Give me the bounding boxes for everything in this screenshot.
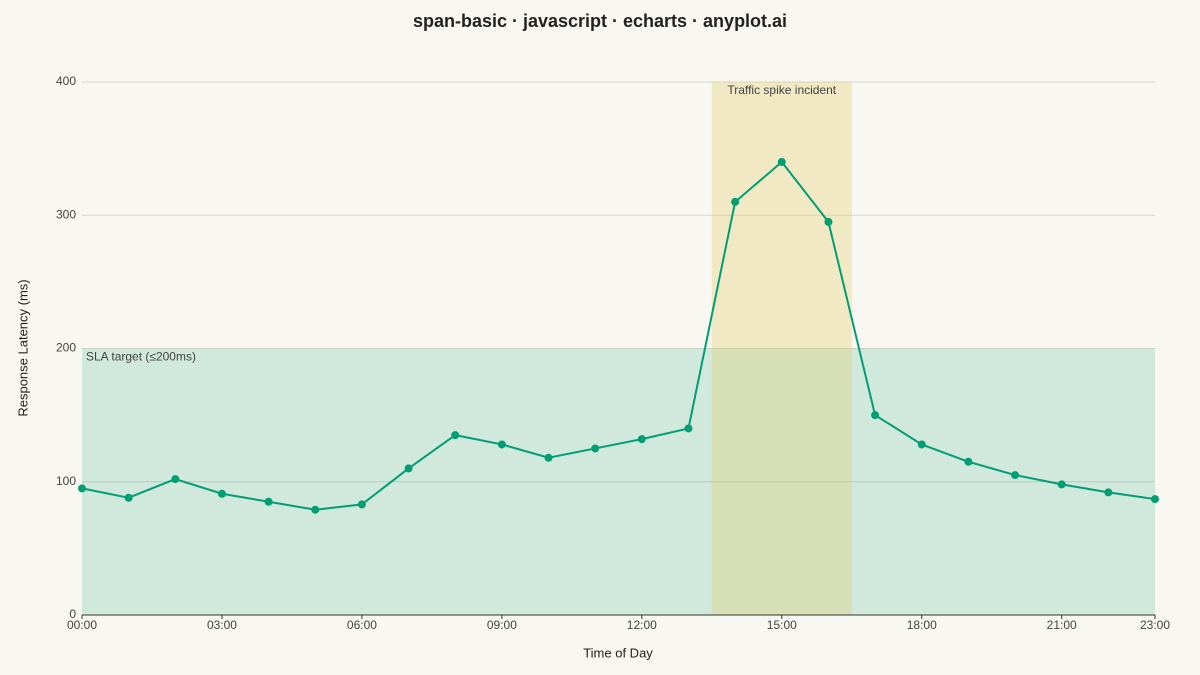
x-tick-label: 09:00	[487, 618, 517, 632]
data-point	[78, 484, 86, 493]
data-point	[1104, 488, 1113, 497]
data-point	[217, 489, 226, 498]
x-tick-label: 06:00	[347, 618, 377, 632]
data-point	[871, 411, 880, 420]
span-band	[711, 82, 852, 615]
x-tick-label: 03:00	[207, 618, 237, 632]
data-point	[777, 157, 786, 166]
data-point	[1151, 495, 1159, 504]
data-point	[637, 435, 646, 444]
series-line	[81, 160, 1156, 511]
x-axis-label: Time of Day	[583, 645, 653, 660]
y-tick-label: 100	[56, 474, 76, 488]
x-tick-label: 23:00	[1140, 618, 1170, 632]
span-label: SLA target (≤200ms)	[86, 350, 196, 364]
data-point	[171, 475, 180, 484]
data-point	[684, 424, 693, 433]
data-point	[731, 197, 740, 206]
data-point	[544, 453, 553, 462]
data-point	[451, 431, 460, 440]
y-tick-label: 300	[56, 207, 76, 221]
x-tick-label: 21:00	[1047, 618, 1077, 632]
x-tick-label: 00:00	[67, 618, 97, 632]
x-tick-label: 12:00	[627, 618, 657, 632]
data-point	[404, 464, 413, 473]
span-label: Traffic spike incident	[727, 83, 836, 97]
data-point	[311, 505, 320, 514]
chart-title: span-basic · javascript · echarts · anyp…	[413, 11, 787, 31]
y-tick-label: 200	[56, 341, 76, 355]
data-point	[917, 440, 926, 449]
y-tick-label: 400	[56, 74, 76, 88]
y-axis-label: Response Latency (ms)	[15, 279, 30, 416]
data-point	[964, 457, 973, 466]
data-point	[1057, 480, 1066, 489]
data-point	[497, 440, 506, 449]
data-point	[264, 497, 273, 506]
span-band	[82, 348, 1155, 615]
data-point	[124, 493, 133, 502]
x-tick-label: 15:00	[767, 618, 797, 632]
x-tick-label: 18:00	[907, 618, 937, 632]
data-point	[824, 217, 833, 226]
y-tick-label: 0	[69, 607, 76, 621]
data-point	[591, 444, 600, 453]
data-point	[357, 500, 366, 509]
data-point	[1011, 471, 1020, 480]
